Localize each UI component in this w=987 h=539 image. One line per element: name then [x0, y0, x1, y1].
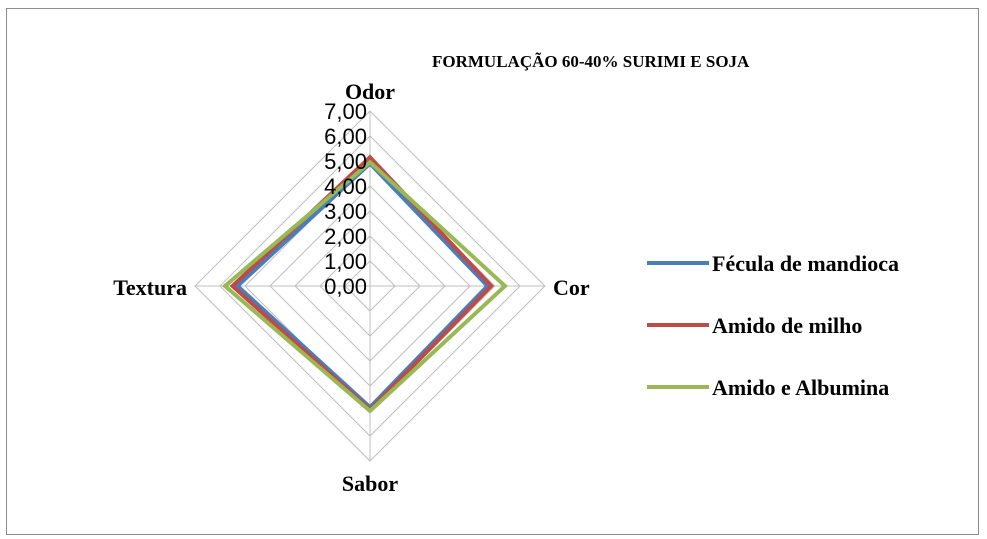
tick-label: 5,00: [324, 149, 367, 174]
tick-label: 0,00: [324, 274, 367, 299]
tick-label: 3,00: [324, 199, 367, 224]
chart-title: FORMULAÇÃO 60-40% SURIMI E SOJA: [432, 52, 750, 71]
legend-label: Fécula de mandioca: [712, 251, 899, 276]
tick-label: 6,00: [324, 124, 367, 149]
chart-frame: FORMULAÇÃO 60-40% SURIMI E SOJA 0,00 1,00…: [6, 8, 979, 535]
tick-label: 1,00: [324, 249, 367, 274]
tick-labels: 0,001,002,003,004,005,006,007,00: [324, 99, 367, 299]
legend-label: Amido de milho: [712, 313, 862, 338]
axis-label: Cor: [553, 275, 590, 300]
radar-chart: FORMULAÇÃO 60-40% SURIMI E SOJA 0,001,00…: [113, 52, 899, 496]
tick-label: 2,00: [324, 224, 367, 249]
axis-label: Textura: [113, 275, 187, 300]
tick-label: 7,00: [324, 99, 367, 124]
legend: Fécula de mandioca Amido de milho Amido e …: [647, 251, 899, 400]
legend-label: Amido e Albumina: [712, 375, 889, 400]
series-line: [221, 159, 508, 414]
series-layer: [221, 154, 508, 414]
axis-label: Odor: [345, 79, 395, 104]
tick-label: 4,00: [324, 174, 367, 199]
axis-labels: Odor Cor Sabor Textura: [113, 79, 590, 496]
axis-label: Sabor: [342, 471, 398, 496]
